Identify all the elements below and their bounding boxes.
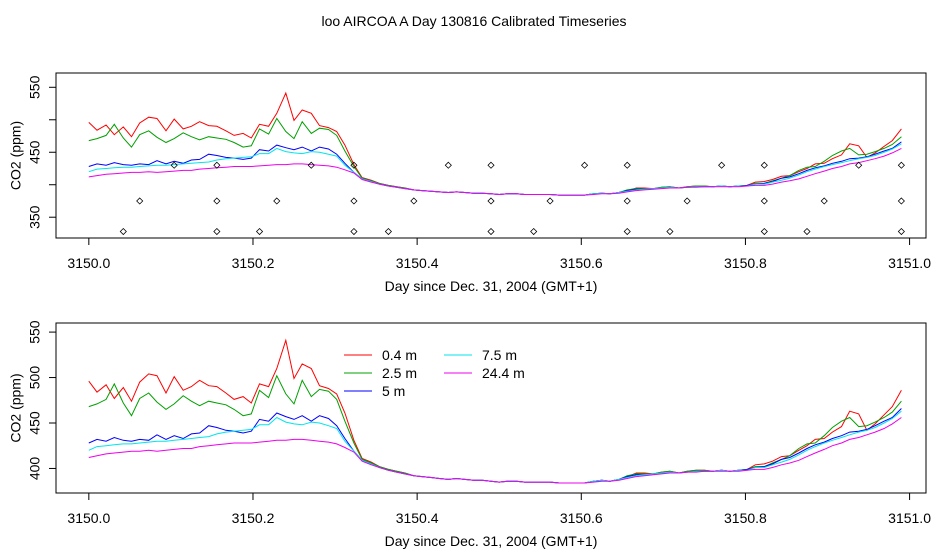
series-line-3 <box>88 410 902 484</box>
flag-marker <box>213 197 221 205</box>
flag-marker <box>581 161 589 169</box>
flag-marker <box>760 197 768 205</box>
flag-marker <box>307 161 315 169</box>
x-tick-label: 3150.6 <box>560 255 603 271</box>
legend-label: 0.4 m <box>382 347 417 363</box>
flag-marker <box>623 161 631 169</box>
x-tick-label: 3150.2 <box>232 255 275 271</box>
flag-marker <box>897 227 905 236</box>
flag-marker <box>897 161 905 169</box>
series-line-4 <box>88 147 902 196</box>
flag-marker <box>444 161 452 169</box>
flag-marker <box>350 161 358 169</box>
flag-marker <box>760 161 768 169</box>
y-tick-label: 450 <box>27 411 43 435</box>
y-axis-label: CO2 (ppm) <box>8 373 24 442</box>
flag-marker <box>623 227 631 236</box>
y-tick-label: 500 <box>27 366 43 390</box>
flag-marker <box>350 197 358 205</box>
flag-marker <box>350 227 358 236</box>
bottom-panel: 3150.0 3150.2 3150.4 3150.6 3150.8 3151.0 400 4… <box>8 320 932 549</box>
flag-marker <box>487 197 495 205</box>
flag-marker <box>718 161 726 169</box>
flag-marker <box>119 227 127 236</box>
x-tick-label: 3150.8 <box>724 255 767 271</box>
flag-marker <box>760 227 768 236</box>
flag-marker <box>213 161 221 169</box>
flag-marker <box>855 161 863 169</box>
x-tick-label: 3150.4 <box>396 510 439 526</box>
plot-frame <box>55 322 927 494</box>
x-tick-label: 3150.6 <box>560 510 603 526</box>
flag-marker <box>546 197 554 205</box>
top-panel: 3150.0 3150.2 3150.4 3150.6 3150.8 3151.0 350 4… <box>8 72 931 294</box>
flag-marker <box>666 227 674 236</box>
legend-label: 24.4 m <box>482 365 525 381</box>
flag-marker <box>136 197 144 205</box>
flag-marker <box>170 161 178 169</box>
series-line-1 <box>88 117 902 196</box>
x-axis-label: Day since Dec. 31, 2004 (GMT+1) <box>385 278 598 294</box>
x-tick-label: 3150.2 <box>232 510 275 526</box>
y-tick-label: 450 <box>27 140 43 164</box>
flag-marker <box>213 227 221 236</box>
series-line-0 <box>88 91 902 196</box>
legend-label: 7.5 m <box>482 347 517 363</box>
legend-label: 2.5 m <box>382 365 417 381</box>
y-tick-label: 550 <box>27 75 43 99</box>
x-tick-label: 3151.0 <box>888 255 931 271</box>
flag-marker <box>487 227 495 236</box>
y-tick-label: 400 <box>27 457 43 481</box>
y-tick-label: 550 <box>27 320 43 344</box>
flag-marker <box>530 227 538 236</box>
x-tick-label: 3150.0 <box>67 510 110 526</box>
x-tick-label: 3150.8 <box>724 510 767 526</box>
flag-marker <box>384 227 392 236</box>
flag-marker <box>897 197 905 205</box>
x-tick-label: 3150.4 <box>396 255 439 271</box>
flag-marker <box>623 197 631 205</box>
legend-label: 5 m <box>382 383 405 399</box>
series-line-3 <box>88 143 902 196</box>
series-line-1 <box>88 374 902 484</box>
flag-marker <box>273 197 281 205</box>
chart-title: loo AIRCOA A Day 130816 Calibrated Times… <box>321 13 626 29</box>
flag-marker <box>255 227 264 236</box>
flag-marker <box>820 197 828 205</box>
y-axis-label: CO2 (ppm) <box>8 121 24 190</box>
y-tick-label: 350 <box>27 205 43 229</box>
flag-marker <box>683 197 691 205</box>
flag-marker <box>410 197 418 205</box>
series-line-4 <box>88 417 902 484</box>
x-tick-label: 3150.0 <box>67 255 110 271</box>
plot-frame <box>55 72 927 239</box>
flag-marker <box>803 227 811 236</box>
flag-marker <box>487 161 495 169</box>
x-tick-label: 3151.0 <box>888 510 931 526</box>
x-axis-label: Day since Dec. 31, 2004 (GMT+1) <box>385 533 598 549</box>
